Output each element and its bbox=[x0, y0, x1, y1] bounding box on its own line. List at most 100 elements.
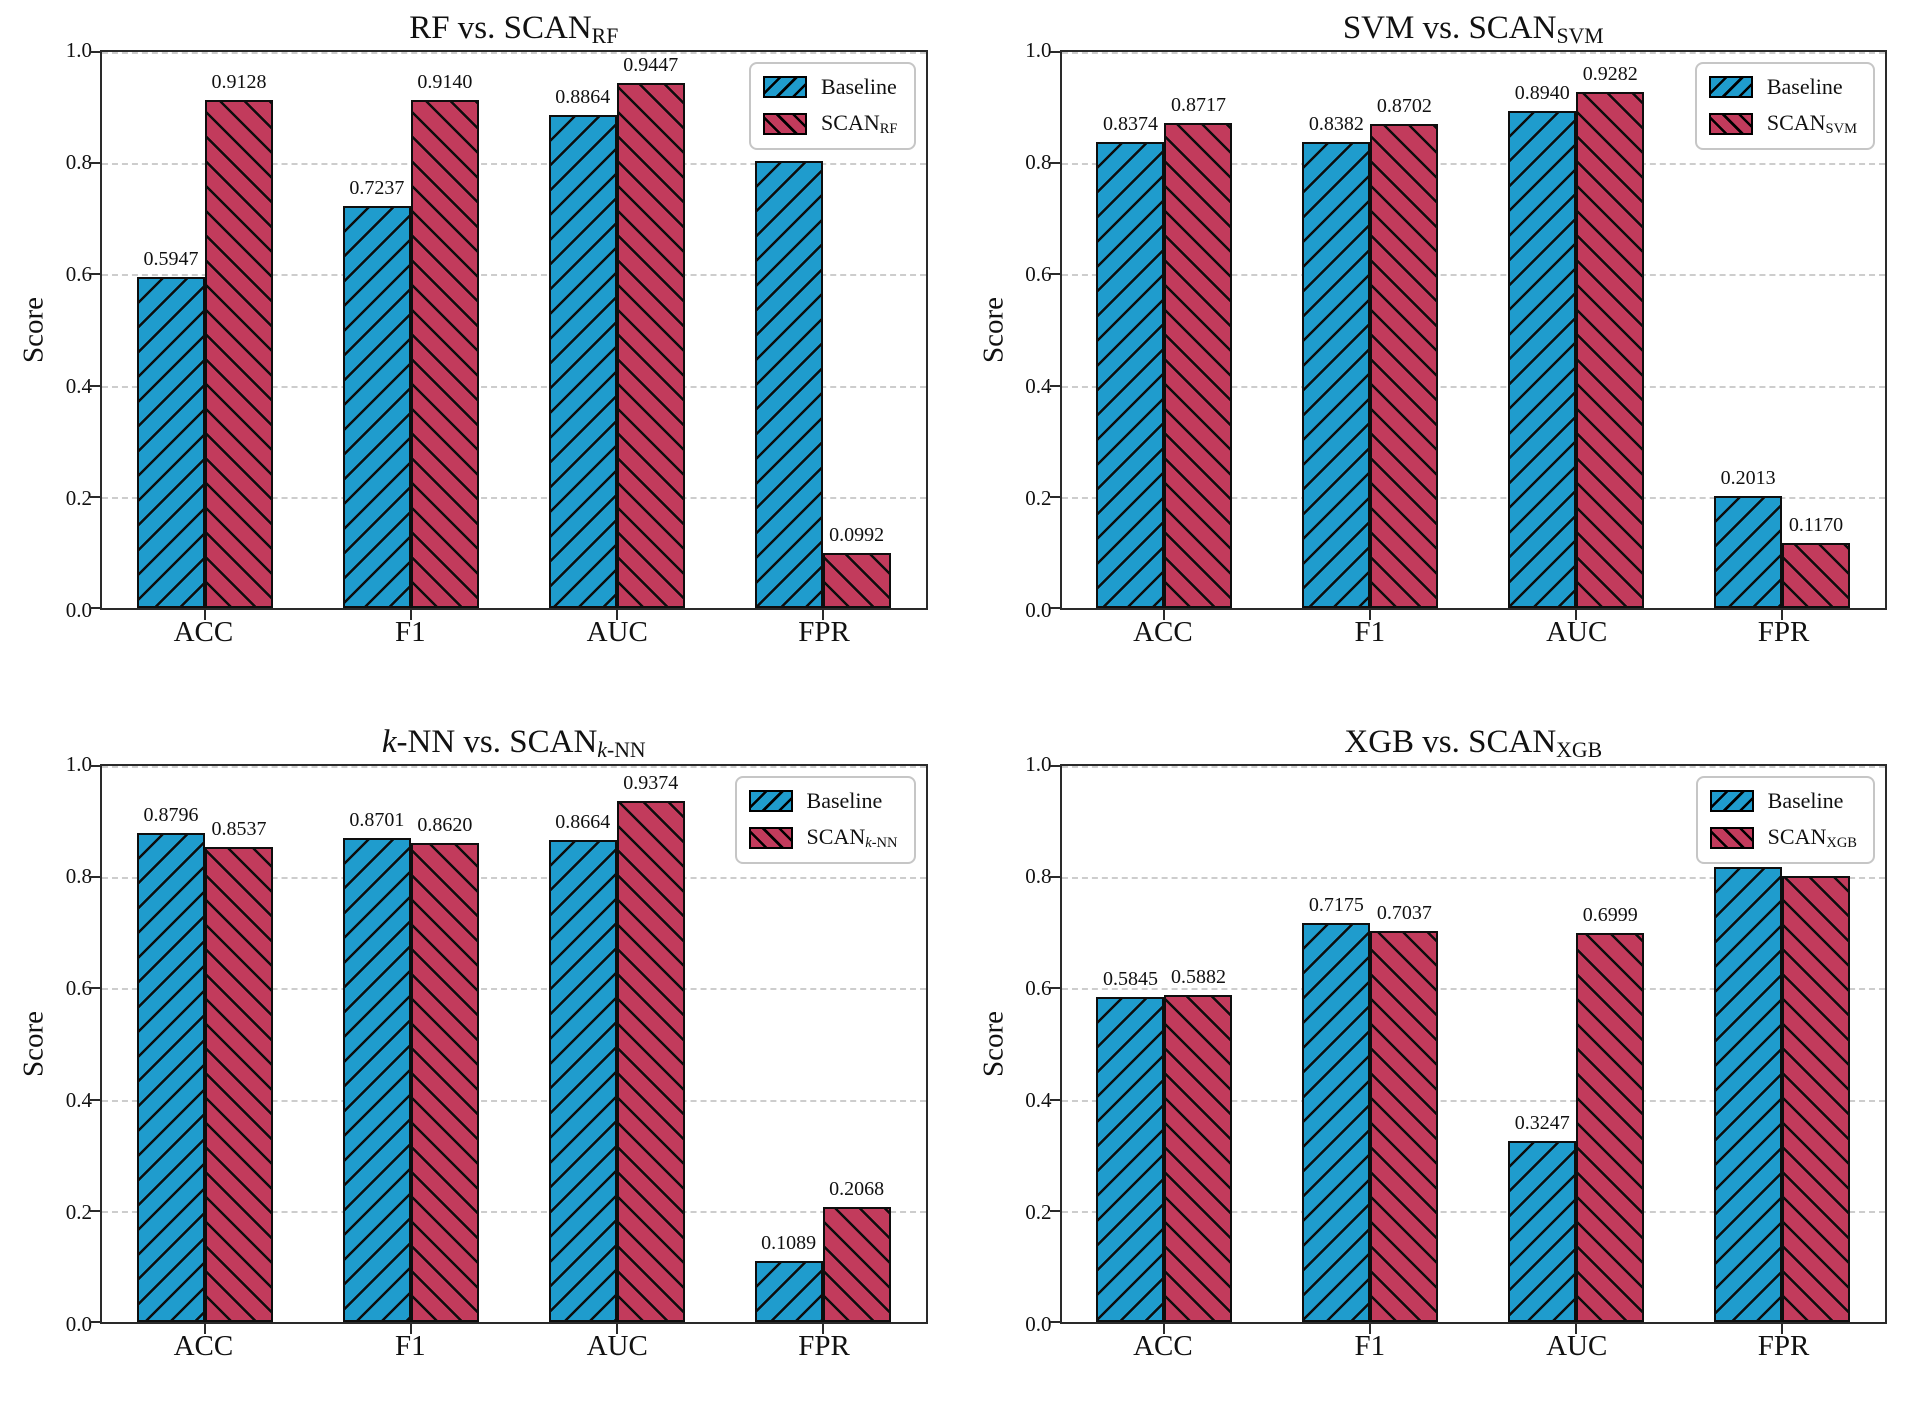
x-tick-label-fpr: FPR bbox=[798, 1330, 850, 1362]
gridline bbox=[102, 988, 926, 991]
text-token: SVM bbox=[1825, 121, 1857, 138]
gridline bbox=[1061, 163, 1885, 166]
legend-xgb: Baseline SCANXGB bbox=[1695, 776, 1875, 865]
y-tick-label: 0.2 bbox=[65, 486, 92, 510]
x-axis-svm: ACC F1 AUC FPR bbox=[1060, 610, 1888, 656]
y-tick-mark bbox=[1049, 1098, 1060, 1101]
x-tick-label-f1: F1 bbox=[394, 1330, 426, 1362]
x-tick-label-acc: ACC bbox=[1133, 616, 1193, 648]
x-tick-mark bbox=[821, 1324, 824, 1334]
y-tick-mark bbox=[1049, 1321, 1060, 1323]
y-tick-mark bbox=[90, 162, 100, 165]
bar-value-label: 0.9140 bbox=[417, 70, 473, 93]
x-tick-mark bbox=[409, 610, 412, 620]
x-tick-label-acc: ACC bbox=[173, 616, 234, 648]
y-tick-label: 0.8 bbox=[65, 864, 92, 888]
bar-svm-fpr-baseline bbox=[1714, 496, 1783, 608]
text-token: XGB bbox=[1826, 835, 1857, 852]
x-tick-label-f1: F1 bbox=[1354, 1330, 1386, 1362]
bar-value-label: 0.8382 bbox=[1308, 112, 1364, 135]
bar-value-label: 0.8701 bbox=[349, 809, 405, 832]
bar-value-label: 0.8664 bbox=[555, 811, 611, 834]
text-token: Baseline bbox=[806, 788, 883, 813]
gridline bbox=[1061, 52, 1885, 54]
x-tick-mark bbox=[203, 610, 206, 620]
chart-panel-xgb: XGB vs. SCANXGB Score 0.0 0.2 0.4 0.6 0.8 1.0 0.… bbox=[977, 720, 1887, 1370]
chart-title-rf: RF vs. SCANRF bbox=[100, 6, 928, 50]
y-tick-mark bbox=[1049, 876, 1060, 879]
x-tick-mark bbox=[1781, 610, 1784, 620]
bar-rf-acc-baseline bbox=[136, 277, 205, 608]
bar-value-label: 0.2068 bbox=[829, 1178, 885, 1201]
bar-knn-f1-baseline bbox=[342, 838, 411, 1322]
bar-xgb-f1-scan bbox=[1370, 930, 1439, 1322]
text-token: XGB vs. SCAN bbox=[1344, 724, 1557, 760]
y-tick-label: 1.0 bbox=[1025, 38, 1052, 62]
charts-grid: RF vs. SCANRF Score 0.0 0.2 0.4 0.6 0.8 1.0 0.59… bbox=[18, 6, 1888, 1370]
x-tick-label-acc: ACC bbox=[173, 1330, 234, 1362]
y-tick-label: 0.4 bbox=[65, 1088, 92, 1112]
x-tick-mark bbox=[1369, 1324, 1372, 1334]
x-tick-mark bbox=[1575, 1324, 1578, 1334]
y-tick-label: 0.2 bbox=[65, 1200, 92, 1224]
y-tick-label: 0.6 bbox=[1025, 976, 1052, 1000]
y-axis-label: Score bbox=[977, 296, 1009, 364]
text-token: SCAN bbox=[1767, 824, 1827, 849]
bar-value-label: 0.8717 bbox=[1170, 94, 1226, 117]
y-tick-label: 0.2 bbox=[1025, 1200, 1052, 1224]
chart-panel-knn: k-NN vs. SCANk-NN Score 0.0 0.2 0.4 0.6 0.8 1.0… bbox=[18, 720, 928, 1370]
y-tick-mark bbox=[90, 1321, 100, 1323]
gridline bbox=[1061, 988, 1885, 991]
y-axis-label: Score bbox=[17, 1010, 50, 1078]
bar-svm-f1-scan bbox=[1370, 124, 1439, 608]
gridline bbox=[102, 52, 926, 54]
y-tick-mark bbox=[1049, 384, 1060, 387]
text-token: SCAN bbox=[806, 824, 866, 849]
plot-row-xgb: Score 0.0 0.2 0.4 0.6 0.8 1.0 0.5845 0.5882 0.717… bbox=[977, 752, 1887, 1336]
chart-panel-svm: SVM vs. SCANSVM Score 0.0 0.2 0.4 0.6 0.8 1.0 0.… bbox=[977, 6, 1888, 656]
y-tick-mark bbox=[1049, 607, 1060, 609]
legend-item: SCANSVM bbox=[1708, 110, 1857, 138]
text-token: SVM bbox=[1556, 23, 1604, 48]
x-tick-label-auc: AUC bbox=[586, 1330, 648, 1362]
y-axis-label-col: Score bbox=[977, 764, 1010, 1324]
bar-knn-auc-scan bbox=[616, 800, 685, 1322]
legend-swatch bbox=[763, 113, 808, 136]
bar-value-label: 0.9447 bbox=[623, 53, 679, 76]
bar-xgb-fpr-scan bbox=[1782, 876, 1851, 1322]
bar-knn-fpr-scan bbox=[822, 1207, 891, 1322]
text-token: SVM vs. SCAN bbox=[1342, 10, 1557, 46]
x-tick-label-acc: ACC bbox=[1133, 1330, 1193, 1362]
bar-value-label: 0.9128 bbox=[211, 71, 267, 94]
text-token: Baseline bbox=[821, 74, 897, 99]
y-tick-labels: 0.0 0.2 0.4 0.6 0.8 1.0 bbox=[1010, 752, 1060, 1336]
bar-xgb-f1-baseline bbox=[1302, 923, 1371, 1322]
bar-knn-f1-scan bbox=[410, 842, 479, 1322]
y-tick-label: 1.0 bbox=[1025, 752, 1052, 776]
bar-knn-auc-baseline bbox=[548, 840, 617, 1322]
bar-value-label: 0.0992 bbox=[829, 523, 885, 546]
plot-row-knn: Score 0.0 0.2 0.4 0.6 0.8 1.0 0.8796 0.8537 0.870… bbox=[17, 752, 928, 1336]
x-tick-mark bbox=[1163, 1324, 1166, 1334]
bar-knn-acc-scan bbox=[204, 847, 273, 1322]
legend-label: SCANSVM bbox=[1767, 110, 1857, 138]
chart-panel-rf: RF vs. SCANRF Score 0.0 0.2 0.4 0.6 0.8 1.0 0.59… bbox=[18, 6, 928, 656]
plot-area-svm: 0.8374 0.8717 0.8382 0.8702 0.8940 0.9282 0.20… bbox=[1049, 50, 1887, 620]
text-token: RF bbox=[591, 23, 619, 48]
bar-knn-fpr-baseline bbox=[754, 1261, 823, 1322]
y-axis-label: Score bbox=[17, 296, 50, 364]
bar-rf-f1-scan bbox=[410, 99, 479, 608]
y-tick-label: 0.6 bbox=[65, 976, 92, 1000]
gridline bbox=[1061, 766, 1885, 768]
y-tick-mark bbox=[90, 876, 100, 879]
bar-svm-auc-scan bbox=[1576, 91, 1645, 608]
x-tick-mark bbox=[1575, 610, 1578, 620]
y-tick-mark bbox=[90, 1098, 100, 1101]
y-tick-label: 0.4 bbox=[1025, 374, 1052, 398]
legend-rf: Baseline SCANRF bbox=[749, 62, 916, 151]
chart-title-svm: SVM vs. SCANSVM bbox=[1060, 6, 1888, 50]
legend-label: SCANRF bbox=[821, 110, 897, 138]
gridline bbox=[1061, 1210, 1885, 1213]
gridline bbox=[1061, 877, 1885, 880]
legend-swatch bbox=[1709, 827, 1754, 850]
